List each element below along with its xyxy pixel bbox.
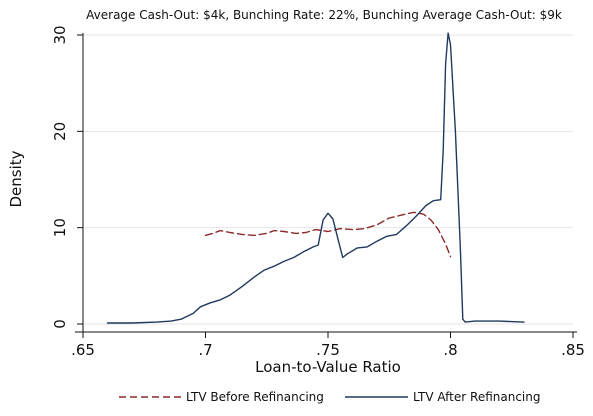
x-tick-label: .65	[71, 341, 95, 359]
series-layer	[106, 32, 525, 324]
axes	[75, 33, 577, 338]
y-tick-label: 0	[51, 319, 69, 329]
tick-labels: 0 10 20 30 .65 .7 .75 .8 .85	[51, 25, 585, 359]
y-axis-title: Density	[7, 150, 25, 207]
x-tick-label: .85	[561, 341, 585, 359]
gridlines	[83, 34, 573, 325]
legend-label-1: LTV Before Refinancing	[186, 390, 324, 404]
legend: LTV Before Refinancing LTV After Refinanc…	[119, 390, 540, 404]
series-line-1	[204, 211, 452, 258]
y-tick-label: 20	[51, 122, 69, 141]
y-tick-label: 30	[51, 25, 69, 44]
legend-label-2: LTV After Refinancing	[413, 390, 540, 404]
x-tick-label: .8	[443, 341, 457, 359]
x-tick-label: .7	[198, 341, 212, 359]
series-line-2	[106, 32, 525, 324]
x-tick-label: .75	[316, 341, 340, 359]
x-axis-title: Loan-to-Value Ratio	[255, 358, 401, 376]
chart-title: Average Cash-Out: $4k, Bunching Rate: 22…	[86, 8, 562, 22]
y-tick-label: 10	[51, 218, 69, 237]
